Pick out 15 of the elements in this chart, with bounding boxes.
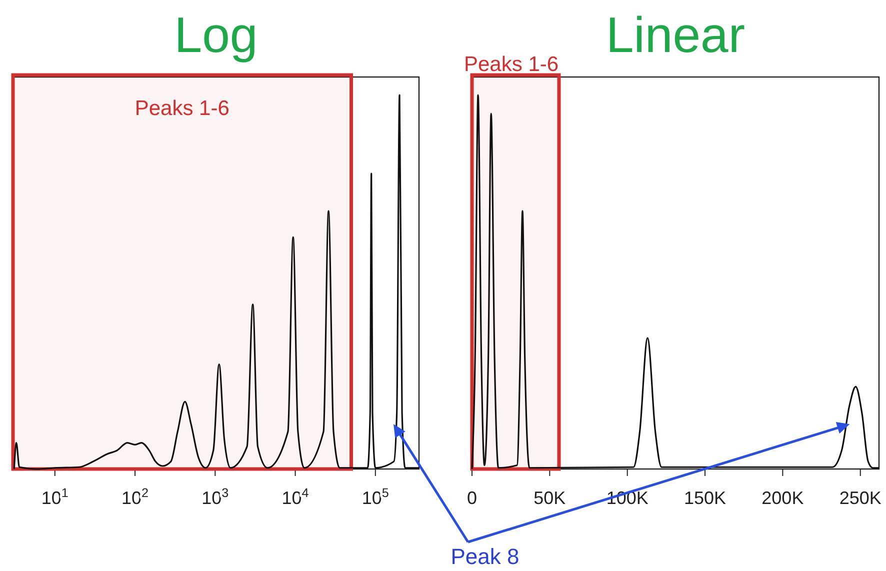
x-tick-label: 150K bbox=[684, 488, 726, 508]
text: Peak 8 bbox=[450, 544, 520, 569]
x-tick-label: 0 bbox=[466, 488, 478, 508]
x-tick-label: 50K bbox=[534, 488, 566, 508]
x-tick-label: 10$^{3}$ bbox=[202, 486, 229, 508]
x-tick-label: 250K bbox=[839, 488, 882, 508]
chart-title: Linear bbox=[606, 7, 745, 63]
x-tick-label: 10$^{2}$ bbox=[122, 486, 149, 508]
chart-title: Log bbox=[174, 7, 258, 63]
x-tick-label: 10$^{4}$ bbox=[282, 486, 309, 508]
x-tick-label: 10$^{5}$ bbox=[362, 486, 389, 508]
x-tick-label: 10$^{1}$ bbox=[41, 486, 68, 508]
x-tick-label: 200K bbox=[762, 488, 804, 508]
band-label: Peaks 1-6 bbox=[464, 53, 559, 76]
band-label: Peaks 1-6 bbox=[134, 97, 230, 120]
